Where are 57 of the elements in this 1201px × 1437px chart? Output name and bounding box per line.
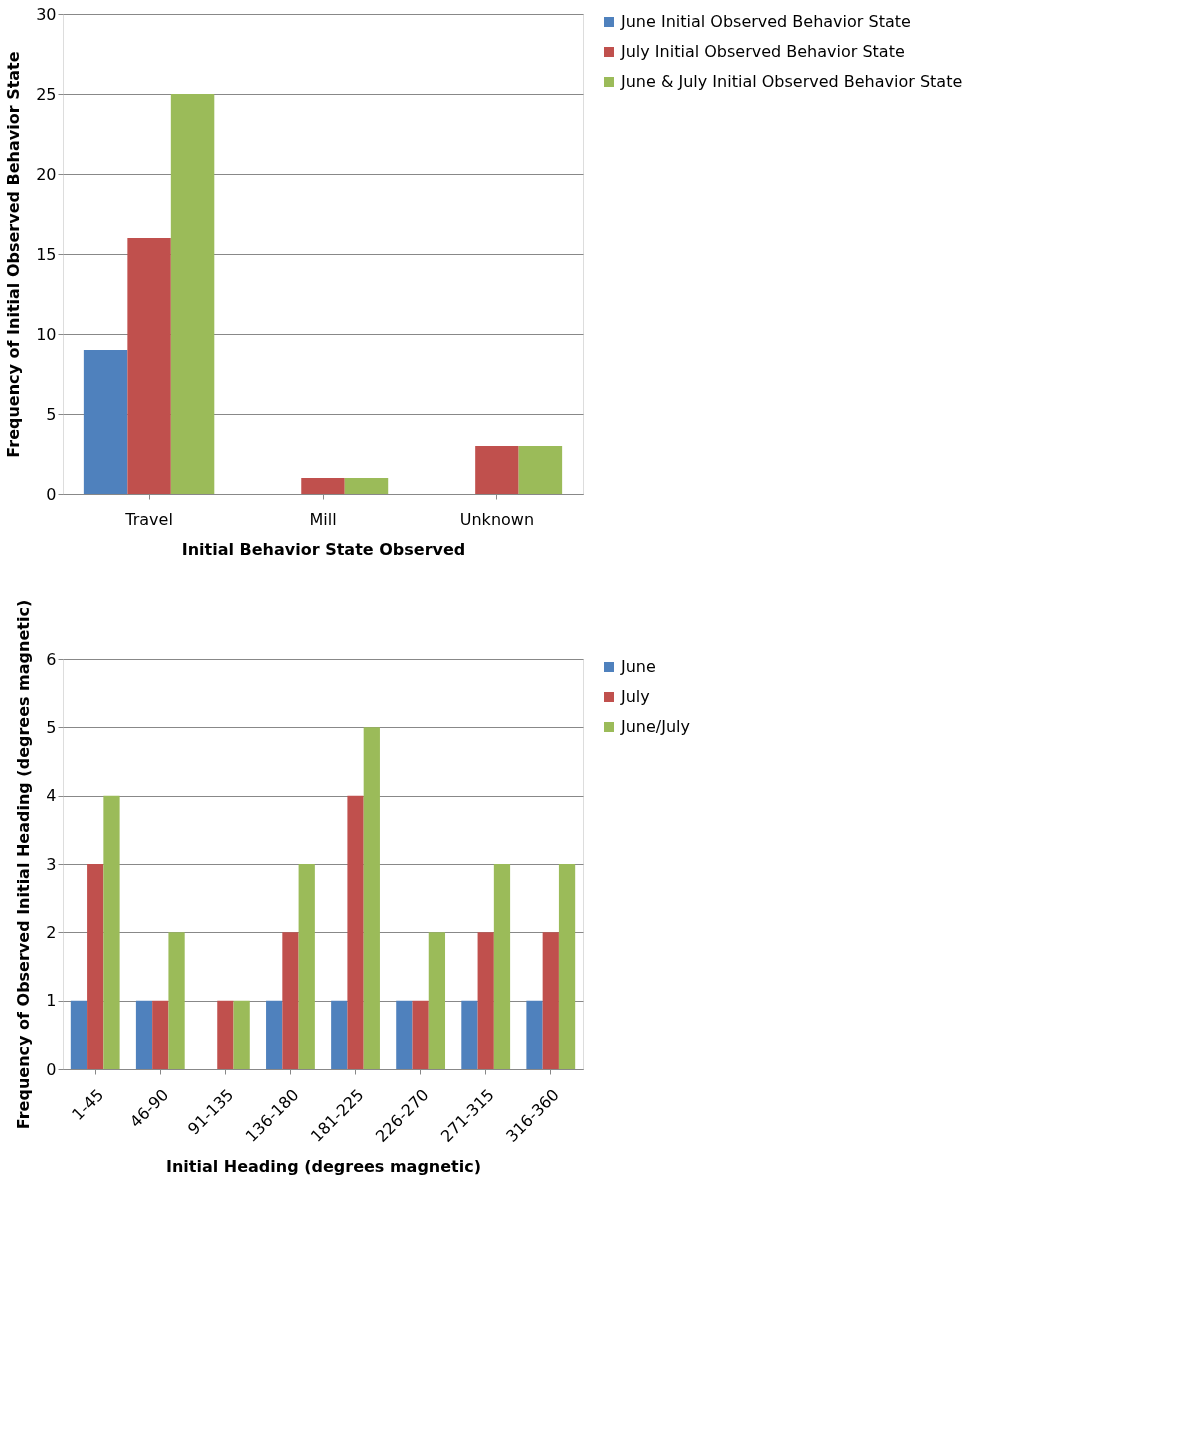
y-tick-label: 10 xyxy=(36,324,57,344)
y-axis-title: Frequency of Initial Observed Behavior State xyxy=(4,51,24,458)
bar xyxy=(475,446,519,494)
legend-label: July xyxy=(620,687,650,706)
bar xyxy=(344,478,389,494)
bar xyxy=(331,1000,348,1069)
y-axis-title: Frequency of Observed Initial Heading (degrees magnetic) xyxy=(14,599,34,1130)
y-tick-label: 5 xyxy=(46,717,57,737)
bar xyxy=(168,932,185,1069)
bar xyxy=(135,1000,153,1069)
bar xyxy=(103,795,120,1069)
bar xyxy=(363,727,380,1069)
bar xyxy=(347,795,364,1069)
y-tick-label: 20 xyxy=(36,164,57,184)
bar xyxy=(493,864,511,1069)
legend-label: July Initial Observed Behavior State xyxy=(620,42,905,61)
bar xyxy=(396,1000,413,1069)
bar xyxy=(233,1000,250,1069)
bar xyxy=(282,932,299,1069)
bar xyxy=(298,864,315,1069)
bar xyxy=(266,1000,283,1069)
bar xyxy=(412,1000,429,1069)
bar xyxy=(87,864,104,1069)
x-tick-label: Travel xyxy=(124,509,173,529)
y-tick-label: 2 xyxy=(46,922,57,942)
bar xyxy=(558,864,576,1069)
y-tick-label: 1 xyxy=(46,991,57,1011)
y-tick-label: 30 xyxy=(36,4,57,24)
bar xyxy=(542,932,559,1069)
x-axis-title: Initial Heading (degrees magnetic) xyxy=(165,1157,482,1177)
y-tick-label: 0 xyxy=(46,484,57,504)
x-tick-label: Unknown xyxy=(459,509,535,529)
y-tick-label: 4 xyxy=(46,786,57,806)
x-tick-label: Mill xyxy=(309,509,337,529)
legend-label: June xyxy=(620,657,656,676)
y-tick-label: 15 xyxy=(36,244,57,264)
bar xyxy=(428,932,446,1069)
bar xyxy=(217,1000,234,1069)
legend-label: June/July xyxy=(620,717,691,736)
legend-label: June Initial Observed Behavior State xyxy=(620,12,911,31)
bar xyxy=(127,238,171,494)
bar xyxy=(170,94,215,494)
bar xyxy=(70,1000,88,1069)
bar xyxy=(301,478,345,494)
legend-label: June & July Initial Observed Behavior State xyxy=(620,72,963,91)
bar xyxy=(477,932,494,1069)
x-axis-title: Initial Behavior State Observed xyxy=(181,539,466,559)
bar xyxy=(518,446,563,494)
bar xyxy=(461,1000,478,1069)
y-tick-label: 6 xyxy=(46,649,57,669)
y-tick-label: 3 xyxy=(46,854,57,874)
y-tick-label: 0 xyxy=(46,1059,57,1079)
bar xyxy=(526,1000,543,1069)
y-tick-label: 5 xyxy=(46,404,57,424)
y-tick-label: 25 xyxy=(36,84,57,104)
bar xyxy=(152,1000,169,1069)
bar xyxy=(83,350,128,494)
